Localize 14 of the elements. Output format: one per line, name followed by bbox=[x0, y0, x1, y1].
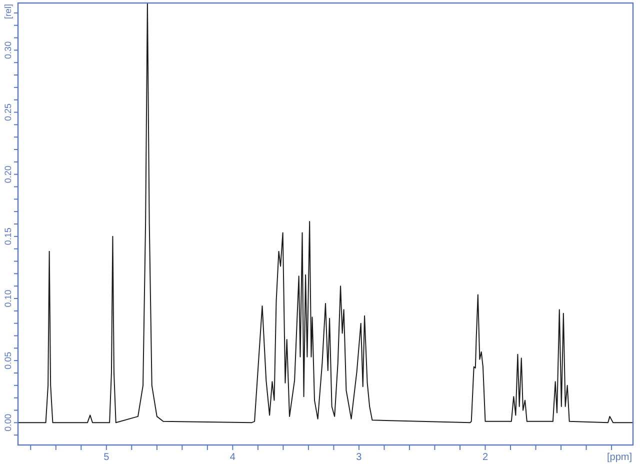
y-tick-label: 0.15 bbox=[3, 228, 13, 246]
x-tick-label: 5 bbox=[104, 452, 110, 463]
y-tick-label: 0.10 bbox=[3, 290, 13, 308]
y-axis-title: [rel] bbox=[3, 4, 13, 20]
x-tick-label: 4 bbox=[230, 452, 236, 463]
y-tick-label: 0.05 bbox=[3, 352, 13, 370]
y-tick-label: 0.25 bbox=[3, 103, 13, 122]
x-axis-title: [ppm] bbox=[606, 452, 632, 463]
y-tick-label: 0.00 bbox=[3, 414, 13, 432]
y-tick-label: 0.20 bbox=[3, 166, 13, 184]
line-series bbox=[18, 3, 633, 424]
x-tick-label: 3 bbox=[356, 452, 362, 463]
x-tick-label: 2 bbox=[482, 452, 488, 463]
y-tick-label: 0.30 bbox=[3, 41, 13, 59]
